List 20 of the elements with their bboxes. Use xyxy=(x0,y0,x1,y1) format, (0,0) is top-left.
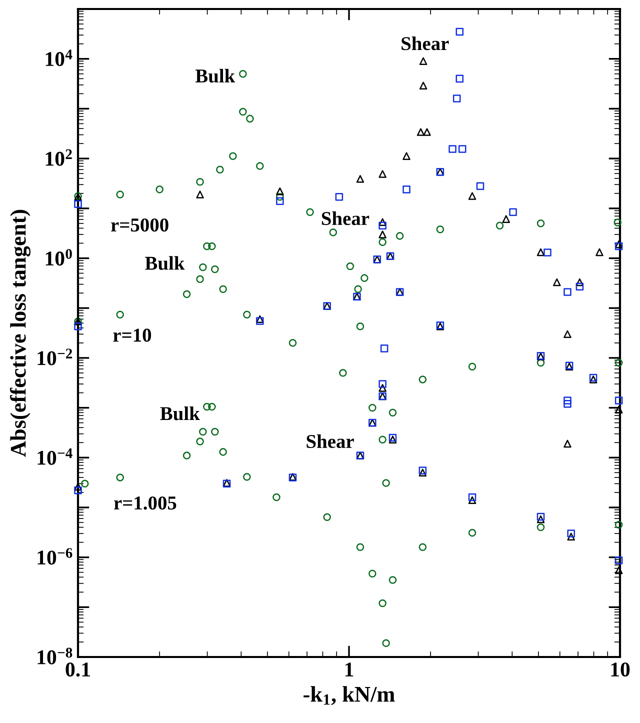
y-tick-label: 10$^{−4}$ xyxy=(38,448,72,465)
annotation: r=10 xyxy=(113,328,152,342)
y-tick-label: 10$^{0}$ xyxy=(46,249,72,266)
annotation: Shear xyxy=(402,36,449,50)
annotation: Shear xyxy=(306,434,354,448)
y-tick-label: 10$^{−6}$ xyxy=(38,548,72,565)
x-tick-label: 10 xyxy=(611,662,630,677)
y-axis-title: Abs(effective loss tangent) xyxy=(10,210,30,457)
annotation: Bulk xyxy=(145,256,185,270)
x-tick-label: 1 xyxy=(345,662,354,676)
x-tick-label: 0.1 xyxy=(66,662,90,677)
x-axis-title: -k$_{1}$, kN/m xyxy=(304,686,395,706)
annotation: Bulk xyxy=(160,406,200,420)
annotation: r=5000 xyxy=(111,218,168,232)
annotation: r=1.005 xyxy=(114,496,176,510)
y-tick-label: 10$^{2}$ xyxy=(46,149,72,166)
annotation: Bulk xyxy=(195,68,236,83)
y-tick-label: 10$^{4}$ xyxy=(46,50,72,66)
annotation: Shear xyxy=(322,211,370,226)
y-tick-label: 10$^{−2}$ xyxy=(38,348,72,366)
